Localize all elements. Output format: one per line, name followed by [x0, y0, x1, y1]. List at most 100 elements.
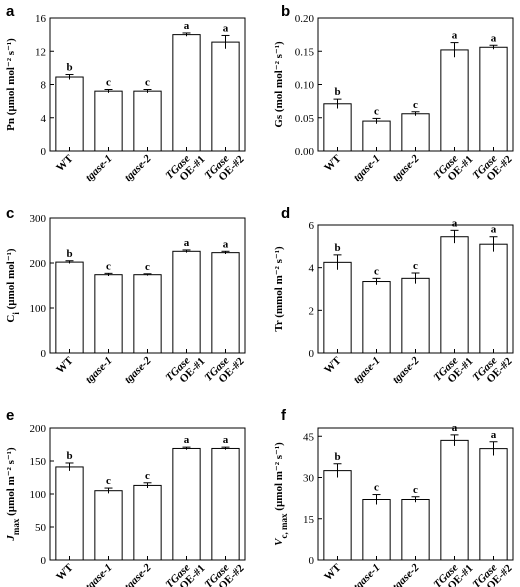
bar	[323, 470, 352, 561]
significance-letter: a	[184, 20, 190, 32]
bar	[440, 49, 469, 152]
x-tick-label: TGaseOE-#1	[163, 146, 207, 190]
bar	[362, 120, 391, 152]
y-axis-label: Gs (mol mol⁻² s⁻¹)	[273, 41, 285, 128]
y-tick-label: 2	[309, 305, 315, 317]
x-tick-label: tgase-2	[390, 561, 422, 587]
bar	[94, 90, 123, 152]
y-tick-label: 6	[309, 220, 315, 232]
chart-panel-a: a 0 4 8 12 16 Pn (µmol mol⁻² s⁻¹) b WT c tgase-1 c t…	[5, 3, 247, 190]
y-tick-label: 0	[41, 555, 47, 567]
y-tick-label: 200	[30, 258, 47, 270]
bar	[479, 448, 508, 561]
significance-letter: c	[106, 260, 111, 272]
y-tick-label: 16	[35, 13, 47, 25]
bar	[211, 41, 240, 152]
x-tick-label: tgase-2	[390, 152, 422, 184]
significance-letter: b	[66, 450, 72, 462]
y-tick-label: 15	[303, 514, 315, 526]
x-tick-label: WT	[54, 354, 76, 376]
bar	[323, 261, 352, 354]
y-axis-label: Pn (µmol mol⁻² s⁻¹)	[5, 38, 17, 131]
significance-letter: b	[334, 451, 340, 463]
y-tick-label: 4	[41, 113, 47, 125]
bar	[362, 499, 391, 561]
bar	[440, 236, 469, 354]
x-tick-label: WT	[54, 152, 76, 174]
y-axis-label: Jmax (µmol m⁻² s⁻¹)	[5, 447, 21, 542]
significance-letter: c	[374, 105, 379, 117]
panel-letter: a	[6, 3, 15, 20]
x-tick-label: tgase-2	[390, 354, 422, 386]
y-tick-label: 0	[41, 348, 47, 360]
y-axis-label: Tr (mmol m⁻² s⁻¹)	[273, 246, 285, 332]
x-tick-label: WT	[322, 152, 344, 174]
panel-letter: e	[6, 407, 14, 424]
significance-letter: c	[106, 76, 111, 88]
significance-letter: a	[491, 429, 497, 441]
significance-letter: a	[452, 422, 458, 434]
y-tick-label: 150	[30, 456, 47, 468]
chart-panel-b: b 0.00 0.05 0.10 0.15 0.20 Gs (mol mol⁻² s⁻¹) b…	[273, 3, 515, 190]
bar	[211, 252, 240, 354]
y-tick-label: 4	[309, 263, 315, 275]
chart-panel-d: d 0 2 4 6 Tr (mmol m⁻² s⁻¹) b WT c tgase-1 c tgase-…	[273, 205, 515, 386]
x-tick-label: tgase-2	[122, 152, 154, 184]
significance-letter: c	[145, 261, 150, 273]
significance-letter: c	[374, 265, 379, 277]
bar	[401, 277, 430, 354]
y-tick-label: 0	[309, 555, 315, 567]
x-tick-label: tgase-2	[122, 354, 154, 386]
significance-letter: c	[374, 482, 379, 494]
y-tick-label: 50	[35, 522, 47, 534]
bar	[55, 466, 84, 561]
y-tick-label: 0.15	[295, 46, 315, 58]
significance-letter: a	[491, 32, 497, 44]
y-axis-label: Ci (µmol mol⁻¹)	[5, 248, 21, 323]
x-tick-label: tgase-1	[83, 562, 114, 587]
x-tick-label: WT	[54, 561, 76, 583]
x-tick-label: TGaseOE-#2	[202, 347, 246, 391]
significance-letter: a	[491, 224, 497, 236]
significance-letter: c	[413, 99, 418, 111]
significance-letter: a	[223, 22, 229, 34]
bar	[133, 274, 162, 354]
y-tick-label: 100	[30, 489, 47, 501]
significance-letter: c	[413, 260, 418, 272]
significance-letter: b	[334, 242, 340, 254]
y-tick-label: 8	[41, 80, 47, 92]
chart-panel-c: c 0 100 200 300 Ci (µmol mol⁻¹) b WT c tgase-1 c tg…	[5, 205, 247, 391]
bar	[133, 484, 162, 561]
significance-letter: a	[452, 217, 458, 229]
significance-letter: c	[413, 484, 418, 496]
bar	[440, 439, 469, 561]
significance-letter: a	[184, 237, 190, 249]
x-tick-label: tgase-1	[83, 355, 114, 386]
bar	[401, 113, 430, 152]
bar	[94, 490, 123, 561]
y-tick-label: 45	[303, 431, 315, 443]
panel-letter: f	[281, 407, 287, 424]
x-tick-label: TGaseOE-#2	[202, 145, 246, 189]
bar	[133, 90, 162, 152]
y-axis-label: Vc, max (µmol m⁻² s⁻¹)	[273, 442, 289, 546]
y-tick-label: 30	[303, 473, 315, 485]
panel-letter: d	[281, 205, 290, 222]
bar	[172, 250, 201, 354]
significance-letter: a	[452, 30, 458, 42]
significance-letter: a	[184, 434, 190, 446]
chart-panel-f: f 0 15 30 45 Vc, max (µmol m⁻² s⁻¹) b WT c tgase-…	[273, 407, 515, 587]
bar	[362, 281, 391, 354]
significance-letter: c	[145, 76, 150, 88]
significance-letter: b	[66, 248, 72, 260]
significance-letter: a	[223, 238, 229, 250]
bar	[211, 447, 240, 561]
significance-letter: c	[145, 470, 150, 482]
panel-letter: c	[6, 205, 14, 222]
x-tick-label: TGaseOE-#1	[431, 146, 475, 190]
significance-letter: b	[66, 62, 72, 74]
y-tick-label: 300	[30, 213, 47, 225]
x-tick-label: tgase-1	[351, 355, 382, 386]
y-tick-label: 100	[30, 303, 47, 315]
x-tick-label: tgase-1	[351, 153, 382, 184]
